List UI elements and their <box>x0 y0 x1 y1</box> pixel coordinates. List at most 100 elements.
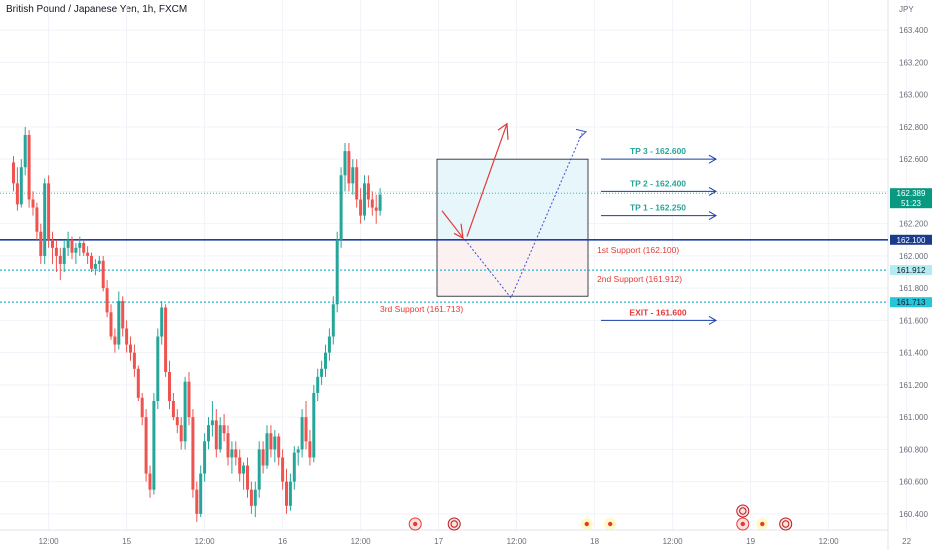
x-tick-label: 15 <box>122 537 131 546</box>
candle-body <box>90 255 93 269</box>
candle-body <box>273 436 277 450</box>
candle-body <box>97 260 101 264</box>
candle-body <box>203 441 207 474</box>
bull-arrow-line <box>466 123 508 237</box>
candle-body <box>257 449 261 490</box>
candle-body <box>144 417 148 474</box>
event-marker-dot <box>740 521 745 527</box>
support-3-tag <box>890 297 932 308</box>
event-marker-ring <box>739 507 747 515</box>
candle-body <box>351 167 355 184</box>
support-3-label: 3rd Support (161.713) <box>380 304 463 314</box>
current-price-tag <box>890 188 932 209</box>
x-tick-label: 12:00 <box>351 537 372 546</box>
candle-body <box>304 417 308 442</box>
y-tick-label: 162.600 <box>899 155 928 164</box>
candle-body <box>331 304 335 337</box>
x-tick-label: 19 <box>746 537 755 546</box>
candle-body <box>39 231 43 256</box>
candle-body <box>296 449 300 453</box>
candle-body <box>156 336 160 402</box>
candle-body <box>43 183 47 256</box>
candle-body <box>249 489 253 506</box>
candle-body <box>238 457 242 474</box>
candle-body <box>312 392 316 458</box>
y-tick-label: 162.000 <box>899 252 928 261</box>
candle-body <box>168 371 171 402</box>
candle-body <box>179 425 183 442</box>
event-marker-dot <box>760 521 765 527</box>
projection-arrow-dotted <box>575 128 588 139</box>
event-marker-dot <box>413 521 418 527</box>
y-tick-label: 161.400 <box>899 349 928 358</box>
support-2-label: 2nd Support (161.912) <box>597 274 682 284</box>
currency-label: JPY <box>899 5 914 14</box>
target-label: TP 1 - 162.250 <box>630 203 686 213</box>
entry-arrow-head <box>453 223 464 240</box>
candle-body <box>152 401 156 490</box>
y-tick-label: 161.800 <box>899 284 928 293</box>
x-tick-label: 12:00 <box>819 537 840 546</box>
candle-body <box>253 489 257 506</box>
candle-body <box>101 260 105 289</box>
x-tick-label: 12:00 <box>195 537 216 546</box>
support-1-tag-text: 162.100 <box>897 236 926 245</box>
target-label: TP 2 - 162.400 <box>630 178 686 188</box>
event-marker-ring <box>450 520 458 528</box>
target-label: EXIT - 161.600 <box>629 307 686 317</box>
target-arrow-head <box>708 154 718 164</box>
y-tick-label: 163.400 <box>899 26 928 35</box>
candle-body <box>117 301 121 345</box>
support-1-label: 1st Support (162.100) <box>597 245 679 255</box>
target-arrow-head <box>708 186 718 196</box>
candle-body <box>327 336 331 353</box>
candle-body <box>105 288 109 313</box>
event-marker-dot <box>608 521 613 527</box>
candle-body <box>288 481 292 506</box>
candle-body <box>199 473 203 514</box>
candle-body <box>366 183 370 200</box>
candle-body <box>246 465 249 490</box>
y-tick-label: 161.200 <box>899 381 928 390</box>
candle-body <box>160 307 164 337</box>
support-1-tag <box>890 234 932 245</box>
candle-body <box>339 175 343 240</box>
candle-body <box>320 368 324 377</box>
candle-body <box>171 401 175 418</box>
candle-body <box>281 457 285 482</box>
candle-body <box>136 368 140 398</box>
candle-body <box>300 417 304 450</box>
candle-body <box>132 352 136 369</box>
candle-body <box>129 344 132 353</box>
candle-body <box>51 239 54 248</box>
candle-body <box>19 167 23 205</box>
candle-body <box>363 183 366 216</box>
y-tick-label: 160.600 <box>899 478 928 487</box>
candle-body <box>355 167 359 200</box>
candle-body <box>113 336 117 345</box>
support-3-tag-text: 161.713 <box>897 298 926 307</box>
support-2-tag <box>890 265 932 276</box>
profit-zone <box>436 158 589 241</box>
candle-body <box>195 489 199 514</box>
candle-body <box>31 199 35 208</box>
candle-body <box>316 376 320 393</box>
candle-body <box>74 247 78 253</box>
candle-body <box>125 328 129 345</box>
target-label: TP 3 - 162.600 <box>630 146 686 156</box>
candle-body <box>23 134 27 168</box>
candle-body <box>308 441 312 458</box>
event-marker-flag <box>779 517 793 531</box>
candle-body <box>78 243 82 248</box>
candle-body <box>370 199 374 208</box>
candle-body <box>214 420 218 450</box>
candle-body <box>378 194 382 211</box>
candle-body <box>121 301 125 329</box>
candle-body <box>261 449 265 466</box>
x-tick-label: 17 <box>434 537 443 546</box>
candle-body <box>277 436 281 458</box>
candle-body <box>82 243 86 253</box>
candle-body <box>335 239 339 305</box>
x-tick-label: 18 <box>590 537 599 546</box>
